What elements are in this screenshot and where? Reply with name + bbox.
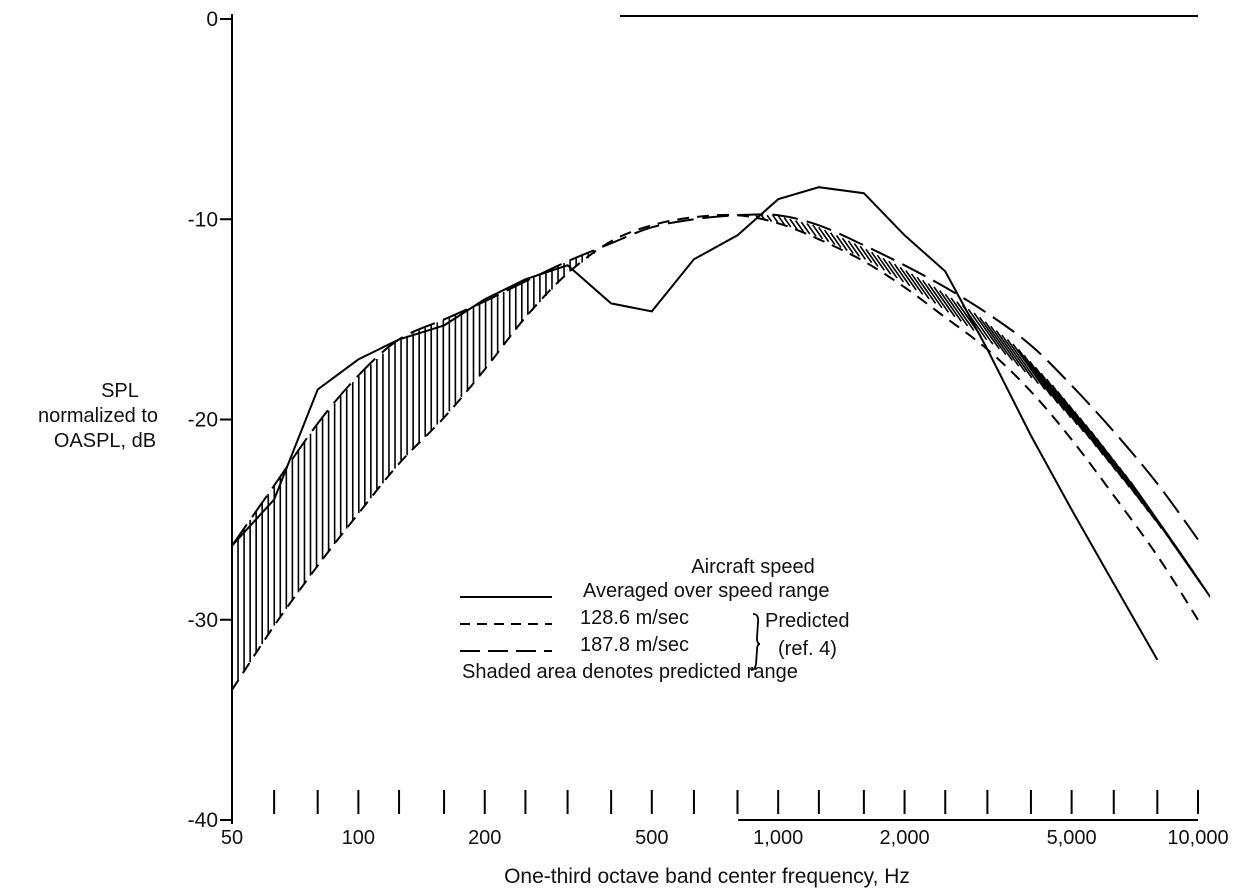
shade-hatch <box>841 237 854 254</box>
shade-hatch <box>899 266 917 291</box>
shade-hatch <box>905 270 924 295</box>
shade-hatch <box>1029 360 1065 411</box>
shade-hatch <box>893 263 911 287</box>
shade-hatch <box>1001 334 1033 379</box>
shade-hatch <box>933 286 956 318</box>
x-tick-label: 2,000 <box>880 827 930 849</box>
y-axis-label-line-3: OASPL, dB <box>54 430 156 452</box>
series-short-dash <box>231 213 1199 691</box>
legend-predicted: Predicted <box>765 610 850 632</box>
shade-hatch <box>876 254 892 275</box>
y-tick-label: -10 <box>188 208 218 231</box>
shade-hatch <box>990 325 1020 367</box>
series-solid <box>231 186 1159 661</box>
shade-hatch <box>984 321 1013 361</box>
legend-ref: (ref. 4) <box>778 638 837 660</box>
shade-hatch <box>772 214 779 224</box>
y-tick-label: 0 <box>206 8 218 31</box>
x-tick-label: 500 <box>635 827 668 849</box>
series-lines <box>231 186 1199 691</box>
legend: Aircraft speed Averaged over speed range… <box>460 556 850 683</box>
shade-hatch <box>916 276 937 304</box>
y-axis-label-line-2: normalized to <box>38 405 158 427</box>
shade-hatch <box>777 215 786 225</box>
shade-hatch <box>979 316 1007 356</box>
shade-hatch <box>1006 339 1040 385</box>
predicted-range-shading <box>231 214 1210 690</box>
legend-note: Shaded area denotes predicted range <box>462 661 798 683</box>
shade-hatch <box>995 330 1026 373</box>
shade-hatch <box>1169 539 1210 599</box>
shade-hatch <box>794 220 805 233</box>
y-tick-label: -30 <box>188 609 218 632</box>
shade-hatch <box>944 293 969 327</box>
shade-hatch <box>835 234 848 251</box>
legend-brace <box>750 613 761 671</box>
shade-hatch <box>871 251 886 271</box>
legend-title: Aircraft speed <box>691 556 814 578</box>
shade-hatch <box>789 218 798 230</box>
shade-hatch <box>1034 366 1072 419</box>
shade-hatch <box>847 240 860 257</box>
x-axis-label: One-third octave band center frequency, … <box>504 865 910 888</box>
y-tick-label: -40 <box>188 809 218 832</box>
series-long-dash <box>231 213 1199 547</box>
x-tick-label: 5,000 <box>1047 827 1097 849</box>
shade-hatch <box>1046 378 1085 433</box>
shade-hatch <box>882 257 898 279</box>
shade-hatch <box>927 283 950 313</box>
shade-hatch <box>823 229 836 246</box>
shade-hatch <box>973 312 1000 350</box>
shade-hatch <box>1012 343 1046 391</box>
shade-hatch <box>812 224 824 240</box>
shade-hatch <box>859 245 873 264</box>
legend-entry-averaged: Averaged over speed range <box>583 580 829 602</box>
x-tick-label: 50 <box>221 827 243 849</box>
shade-hatch <box>853 243 867 260</box>
shade-hatch <box>1040 372 1078 426</box>
shade-hatch <box>939 290 962 322</box>
shade-hatch <box>950 297 975 331</box>
legend-entry-187: 187.8 m/sec <box>580 634 689 656</box>
shade-hatch <box>800 221 811 235</box>
x-tick-label: 10,000 <box>1167 827 1228 849</box>
x-tick-label: 1,000 <box>753 827 803 849</box>
shade-hatch <box>783 217 792 228</box>
shade-hatch <box>829 232 842 248</box>
legend-entry-128: 128.6 m/sec <box>580 607 689 629</box>
shade-hatch <box>806 223 817 237</box>
x-tick-label: 100 <box>342 827 375 849</box>
x-tick-label: 200 <box>468 827 501 849</box>
shade-hatch <box>888 260 905 283</box>
shade-hatch <box>1023 354 1059 404</box>
shade-hatch <box>967 308 994 345</box>
shade-hatch <box>910 273 930 300</box>
shade-hatch <box>922 279 943 309</box>
shade-hatch <box>1017 348 1053 397</box>
shade-hatch <box>818 226 830 243</box>
y-tick-label: -20 <box>188 409 218 432</box>
y-axis-label-line-1: SPL <box>101 380 139 402</box>
shade-hatch <box>865 248 879 267</box>
shade-hatch <box>766 214 773 222</box>
